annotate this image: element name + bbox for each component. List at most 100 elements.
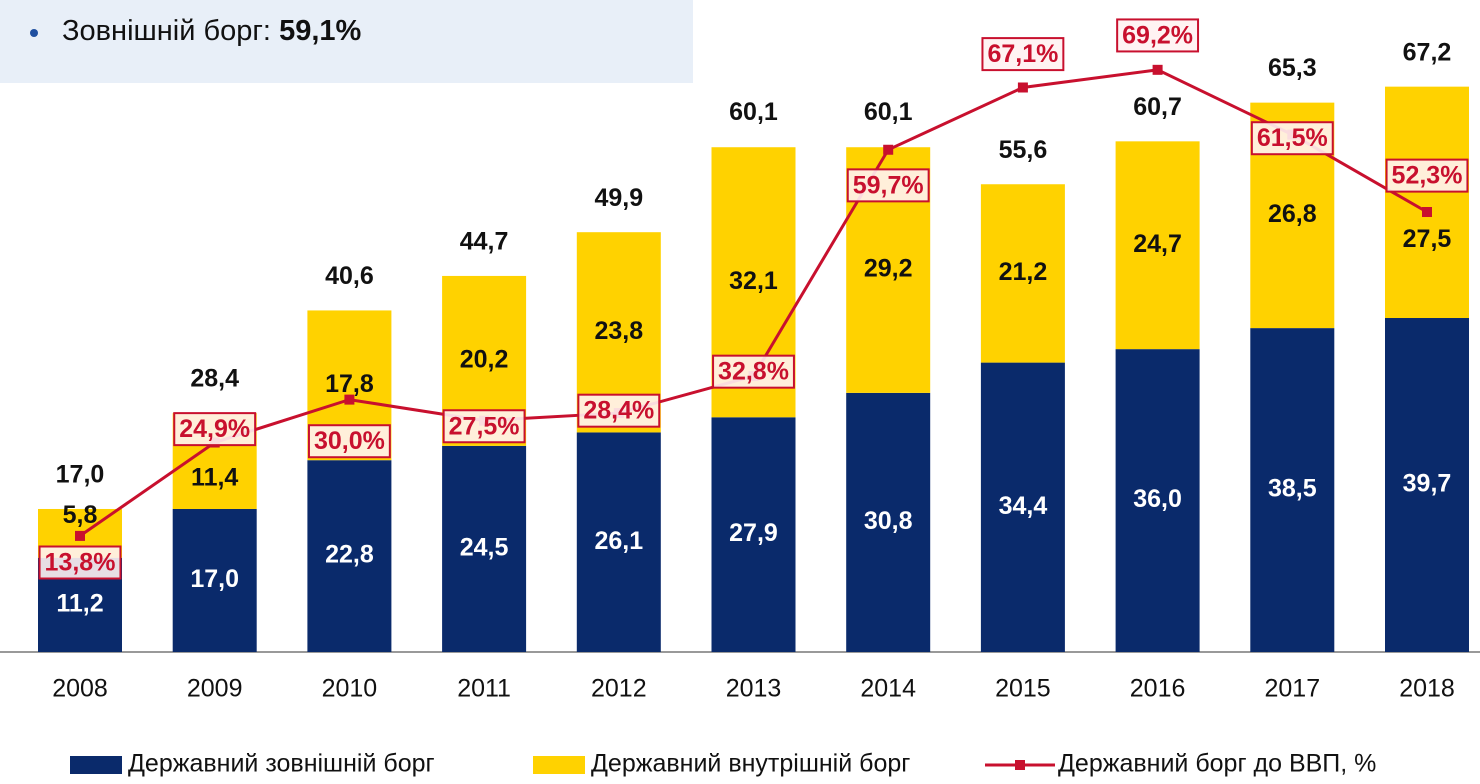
bar-segment xyxy=(576,432,661,652)
bar-segment xyxy=(711,417,796,652)
x-tick-label: 2013 xyxy=(726,675,782,703)
annotation: Зовнішній борг: 59,1% xyxy=(62,15,362,47)
line-label: 67,1% xyxy=(981,37,1065,72)
x-tick-label: 2008 xyxy=(52,675,108,703)
legend-label: Державний борг до ВВП, % xyxy=(1058,750,1376,778)
legend-label: Державний зовнішній борг xyxy=(128,750,435,778)
annotation-label: Зовнішній борг: xyxy=(62,15,271,47)
marker xyxy=(75,530,85,541)
label-box xyxy=(307,424,391,459)
data-label: 30,8 xyxy=(864,507,913,535)
data-label: 20,2 xyxy=(460,346,509,374)
data-label: 17,0 xyxy=(190,565,239,593)
line-label: 59,7% xyxy=(846,168,930,203)
total-label: 67,2 xyxy=(1403,38,1452,66)
data-label: 27,5% xyxy=(449,412,520,440)
data-label: 61,5% xyxy=(1257,124,1328,152)
total-label: 60,1 xyxy=(864,98,913,126)
x-tick-label: 2010 xyxy=(322,675,378,703)
bar-segment xyxy=(307,460,392,652)
total-label: 65,3 xyxy=(1268,54,1317,82)
label-box xyxy=(1116,18,1200,53)
legend-label: Державний внутрішній борг xyxy=(591,750,910,778)
data-label: 24,5 xyxy=(460,534,509,562)
data-label: 32,1 xyxy=(729,267,778,295)
x-tick-label: 2017 xyxy=(1264,675,1320,703)
bar-segment xyxy=(172,508,257,652)
data-label: 5,8 xyxy=(63,501,98,529)
label-box xyxy=(712,354,795,389)
data-label: 11,2 xyxy=(56,589,103,617)
data-label: 52,3% xyxy=(1392,162,1463,190)
data-label: 34,4 xyxy=(999,492,1048,520)
data-label: 59,7% xyxy=(853,171,924,199)
total-label: 40,6 xyxy=(325,262,374,290)
label-box xyxy=(173,412,257,447)
data-label: 32,8% xyxy=(718,358,789,386)
bar-segment xyxy=(1385,86,1469,319)
line-label: 28,4% xyxy=(577,393,661,428)
data-label: 22,8 xyxy=(325,541,374,569)
data-label: 27,9 xyxy=(729,519,778,547)
data-label: 27,5 xyxy=(1403,225,1452,253)
data-label: 23,8 xyxy=(594,317,643,345)
line-label: 32,8% xyxy=(712,354,795,389)
x-tick-label: 2018 xyxy=(1399,675,1455,703)
line-label: 69,2% xyxy=(1116,18,1200,53)
bar-segment xyxy=(1115,141,1200,350)
x-tick-label: 2016 xyxy=(1130,675,1186,703)
x-tick-label: 2009 xyxy=(187,675,243,703)
data-label: 24,7 xyxy=(1133,230,1182,258)
total-label: 44,7 xyxy=(460,228,509,256)
bar-segment xyxy=(442,445,527,652)
marker xyxy=(1017,82,1028,93)
data-label: 26,1 xyxy=(594,527,643,555)
line-label: 61,5% xyxy=(1250,121,1334,156)
data-label: 21,2 xyxy=(999,258,1048,286)
bullet xyxy=(30,29,38,37)
bar-segment xyxy=(1385,318,1469,652)
label-box xyxy=(442,409,526,444)
data-label: 26,8 xyxy=(1268,200,1317,228)
data-label: 67,1% xyxy=(987,40,1058,68)
bar-segment xyxy=(1115,349,1200,652)
data-label: 11,4 xyxy=(191,464,238,492)
annotation-panel xyxy=(0,0,693,83)
label-box xyxy=(1385,158,1469,193)
line-label: 30,0% xyxy=(307,424,391,459)
total-label: 49,9 xyxy=(594,184,643,212)
label-box xyxy=(38,545,122,580)
data-label: 29,2 xyxy=(864,255,913,283)
bar-segment xyxy=(980,184,1065,363)
marker xyxy=(883,144,894,155)
data-label: 24,9% xyxy=(179,415,250,443)
bar-segment xyxy=(846,392,931,652)
legend-marker xyxy=(1015,760,1025,770)
total-label: 28,4 xyxy=(190,365,239,393)
marker xyxy=(1422,207,1432,218)
label-box xyxy=(577,393,661,428)
total-label: 55,6 xyxy=(999,136,1048,164)
data-label: 13,8% xyxy=(45,549,116,577)
legend-swatch xyxy=(70,756,122,774)
label-box xyxy=(846,168,930,203)
data-label: 28,4% xyxy=(583,397,654,425)
annotation-value: 59,1% xyxy=(279,15,361,47)
line-label: 24,9% xyxy=(173,412,257,447)
total-label: 60,1 xyxy=(729,98,778,126)
line-label: 13,8% xyxy=(38,545,122,580)
marker xyxy=(344,394,355,405)
data-label: 38,5 xyxy=(1268,475,1317,503)
bar-segment xyxy=(980,362,1065,652)
legend-swatch xyxy=(533,756,585,774)
data-label: 69,2% xyxy=(1122,21,1193,49)
x-tick-label: 2014 xyxy=(860,675,916,703)
label-box xyxy=(1250,121,1334,156)
total-label: 17,0 xyxy=(56,461,105,489)
marker xyxy=(1152,64,1163,75)
x-tick-label: 2015 xyxy=(995,675,1051,703)
x-tick-label: 2011 xyxy=(457,675,511,703)
data-label: 36,0 xyxy=(1133,485,1182,513)
data-label: 17,8 xyxy=(325,370,374,398)
